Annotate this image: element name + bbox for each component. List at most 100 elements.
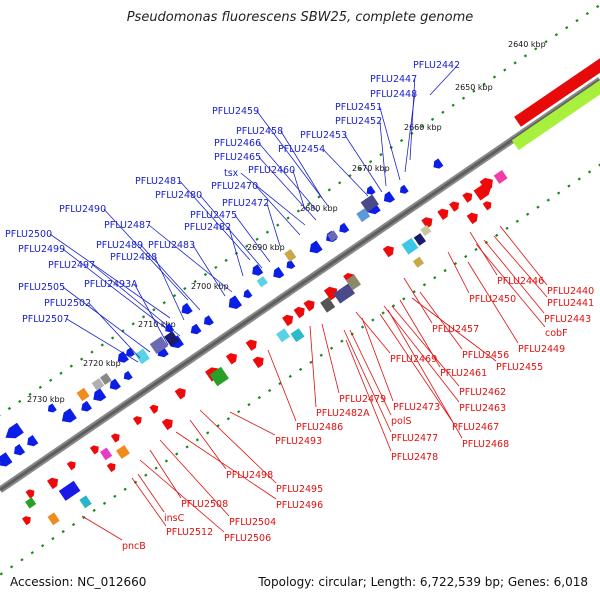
forward-gene-label: PFLU2454	[278, 144, 325, 155]
reverse-gene-arrow	[22, 516, 31, 526]
reverse-gene-label: PFLU2461	[440, 368, 487, 379]
reverse-label-leader	[149, 449, 182, 499]
reverse-label-leader	[189, 419, 227, 470]
forward-gene-arrow	[5, 422, 24, 439]
forward-gene-label: PFLU2488	[110, 252, 157, 263]
forward-gene-label: PFLU2470	[211, 181, 258, 192]
forward-feature-box	[356, 208, 371, 223]
kbp-tick-label: 2640 kbp	[508, 40, 546, 49]
forward-gene-label: PFLU2465	[214, 152, 261, 163]
reverse-label-leader	[343, 329, 392, 433]
forward-feature-box	[0, 461, 1, 464]
forward-gene-arrow	[126, 347, 135, 357]
forward-gene-label: PFLU2466	[214, 138, 261, 149]
forward-label-leader	[409, 78, 416, 161]
genome-summary-text: Topology: circular; Length: 6,722,539 bp…	[258, 575, 588, 589]
forward-gene-label: PFLU2483	[148, 240, 195, 251]
forward-label-leader	[322, 148, 369, 197]
reverse-gene-arrow	[293, 306, 305, 319]
forward-feature-box	[134, 348, 150, 365]
reverse-gene-label: PFLU2495	[276, 484, 323, 495]
kbp-tick-label: 2690 kbp	[247, 243, 285, 252]
reverse-feature-box	[412, 256, 424, 268]
forward-label-leader	[134, 283, 169, 346]
forward-label-leader	[258, 142, 319, 213]
forward-gene-arrow	[93, 388, 107, 402]
reverse-label-leader	[159, 439, 230, 517]
forward-feature-box	[76, 387, 90, 402]
kbp-tick-label: 2700 kbp	[191, 282, 229, 291]
reverse-gene-label: PFLU2446	[497, 276, 544, 287]
forward-label-leader	[404, 93, 416, 173]
reverse-label-leader	[391, 305, 460, 387]
reverse-gene-arrow	[462, 192, 473, 203]
forward-label-leader	[240, 172, 306, 226]
reverse-label-leader	[349, 329, 392, 416]
genome-line-core	[0, 78, 600, 492]
genome-backbone	[0, 77, 600, 493]
kbp-tick-label: 2680 kbp	[300, 204, 338, 213]
reverse-label-leader	[419, 291, 463, 350]
reverse-gene-label: PFLU2440	[547, 286, 594, 297]
reverse-gene-label: PFLU2457	[432, 324, 479, 335]
reverse-feature-box	[116, 445, 130, 459]
reverse-gene-block	[514, 58, 600, 127]
forward-label-leader	[92, 264, 181, 337]
forward-label-leader	[280, 130, 323, 199]
forward-label-leader	[140, 244, 201, 311]
reverse-gene-arrow	[89, 445, 99, 455]
reverse-gene-label: PFLU2486	[296, 422, 343, 433]
forward-label-leader	[256, 110, 329, 207]
forward-label-leader	[344, 134, 383, 193]
reverse-gene-arrow	[449, 201, 460, 212]
reverse-feature-box	[333, 283, 355, 304]
reverse-label-leader	[139, 459, 225, 533]
reverse-label-leader	[309, 325, 317, 408]
reverse-label-leader	[403, 277, 433, 324]
forward-gene-label: PFLU2482	[184, 222, 231, 233]
forward-gene-label: PFLU2497	[48, 260, 95, 271]
reverse-gene-arrow	[174, 388, 186, 400]
reverse-label-leader	[383, 305, 460, 403]
forward-feature-box	[164, 331, 180, 347]
reverse-gene-label: PFLU2463	[459, 403, 506, 414]
reverse-gene-label: PFLU2462	[459, 387, 506, 398]
map-title: Pseudomonas fluorescens SBW25, complete …	[126, 10, 474, 25]
reverse-gene-arrow	[225, 353, 237, 365]
forward-label-leader	[429, 64, 459, 96]
reverse-gene-arrow	[132, 416, 142, 426]
forward-label-leader	[103, 208, 189, 301]
forward-gene-label: PFLU2490	[59, 204, 106, 215]
forward-gene-label: PFLU2505	[18, 282, 65, 293]
forward-gene-arrow	[0, 452, 13, 467]
forward-label-leader	[192, 244, 226, 297]
reverse-gene-label: PFLU2506	[224, 533, 271, 544]
reverse-label-leader	[355, 311, 391, 354]
reverse-label-leader	[131, 477, 167, 527]
forward-gene-label: PFLU2475	[190, 210, 237, 221]
forward-gene-arrow	[433, 158, 444, 169]
reverse-label-leader	[379, 313, 453, 422]
forward-gene-label: PFLU2460	[248, 165, 295, 176]
reverse-gene-arrow	[282, 314, 294, 327]
reverse-gene-label: PFLU2493	[275, 436, 322, 447]
reverse-gene-label: PFLU2473	[393, 402, 440, 413]
reverse-gene-label: polS	[391, 416, 412, 427]
reverse-feature-box	[276, 328, 290, 343]
reverse-gene-arrow	[161, 418, 173, 431]
reverse-feature-box	[401, 237, 419, 255]
forward-gene-label: PFLU2500	[5, 229, 52, 240]
reverse-gene-label: PFLU2479	[339, 394, 386, 405]
reverse-gene-arrow	[421, 217, 433, 229]
forward-gene-label: PFLU2493A	[84, 279, 138, 290]
reverse-feature-box	[290, 328, 305, 343]
forward-label-leader	[154, 256, 185, 321]
kbp-tick-label: 2650 kbp	[455, 83, 493, 92]
reverse-gene-arrow	[25, 489, 35, 499]
kbp-tick-label: 2720 kbp	[83, 359, 121, 368]
reverse-label-leader	[475, 243, 546, 328]
reverse-gene-arrow	[382, 245, 394, 258]
forward-gene-arrow	[252, 264, 264, 276]
